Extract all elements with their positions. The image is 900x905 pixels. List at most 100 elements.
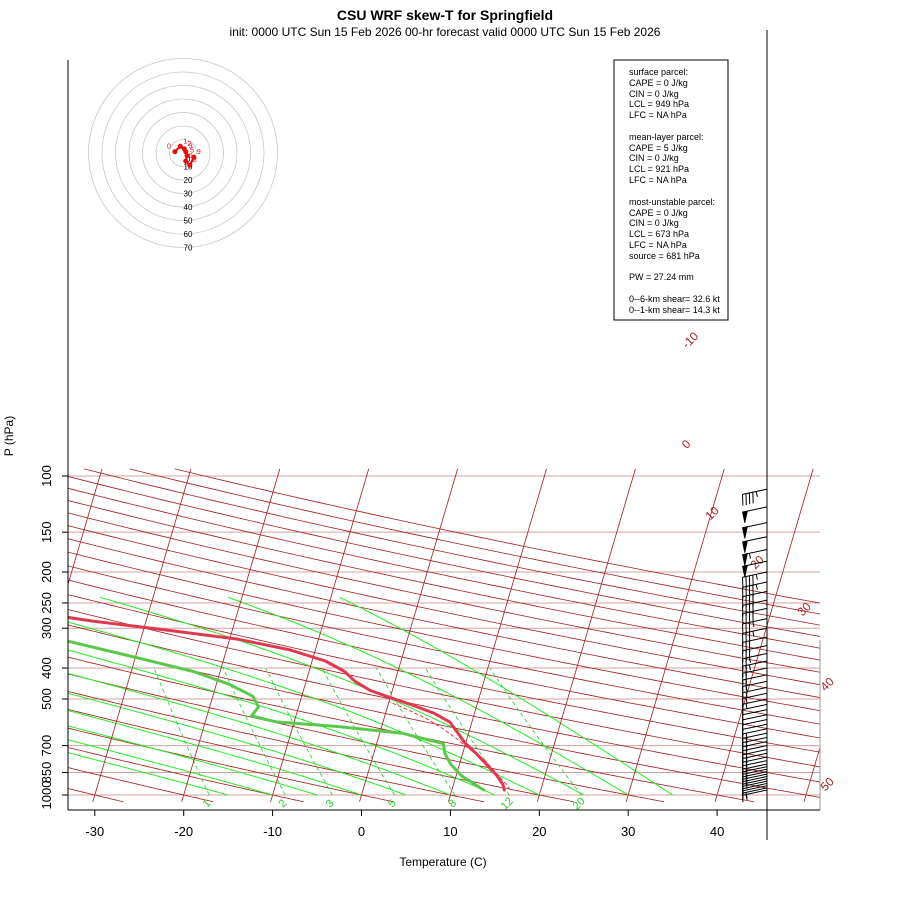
- hodograph-point-label: 9: [197, 149, 201, 156]
- chart-title: CSU WRF skew-T for Springfield: [337, 7, 553, 23]
- mixing-ratio-line: [490, 668, 582, 795]
- mean-layer-lcl: LCL = 921 hPa: [629, 164, 689, 174]
- precipitable-water: PW = 27.24 mm: [629, 272, 694, 282]
- isotherm-lines: [0, 469, 900, 802]
- dry-adiabat: [0, 469, 213, 802]
- y-tick-label: 200: [39, 561, 54, 583]
- x-tick-label: -30: [85, 824, 104, 839]
- x-tick-label: 30: [621, 824, 635, 839]
- chart-subtitle: init: 0000 UTC Sun 15 Feb 2026 00-hr for…: [230, 25, 661, 39]
- wind-barb: [743, 523, 768, 539]
- dotted-diagonal-lines: [0, 469, 900, 802]
- isotherm-label: -10: [679, 329, 701, 351]
- dry-adiabat: [0, 469, 123, 802]
- dry-adiabat: [0, 469, 900, 802]
- isotherm-line: [360, 469, 458, 802]
- y-tick-label: 250: [39, 592, 54, 614]
- moist-adiabats: [0, 597, 673, 795]
- y-tick-label: 1000: [39, 781, 54, 810]
- wind-barb: [743, 507, 768, 523]
- hodograph-ring-label: 60: [184, 230, 193, 239]
- wind-barb-half-flag: [756, 584, 757, 589]
- mixing-ratio-label: 1: [201, 797, 214, 810]
- hodograph-point-label: 0: [167, 144, 171, 151]
- y-tick-label: 300: [39, 617, 54, 639]
- dry-adiabat: [0, 469, 900, 802]
- hodograph-ring-label: 20: [184, 176, 193, 185]
- isotherm-line: [715, 469, 813, 802]
- most-unstable-source: source = 681 hPa: [629, 251, 700, 261]
- most-unstable-header: most-unstable parcel:: [629, 197, 715, 207]
- mixing-ratio-label: 5: [386, 797, 399, 810]
- wind-barb-half-flag: [749, 665, 750, 670]
- moist-adiabat: [100, 597, 584, 795]
- surface-lfc: LFC = NA hPa: [629, 110, 687, 120]
- wind-barb-shaft: [743, 715, 768, 720]
- dry-adiabat: [175, 469, 900, 802]
- wind-barb: [743, 572, 768, 588]
- wind-barb-shaft: [743, 729, 768, 734]
- mean-layer-lfc: LFC = NA hPa: [629, 175, 687, 185]
- dotted-diagonal: [0, 469, 13, 802]
- most-unstable-cape: CAPE = 0 J/kg: [629, 208, 688, 218]
- wind-barb-half-flag: [746, 704, 747, 709]
- mixing-ratio-label: 8: [446, 797, 459, 810]
- x-tick-label: 10: [443, 824, 457, 839]
- mean-layer-cape: CAPE = 5 J/kg: [629, 143, 688, 153]
- wind-barbs: [743, 30, 768, 840]
- most-unstable-lfc: LFC = NA hPa: [629, 240, 687, 250]
- dry-adiabat: [0, 469, 900, 802]
- most-unstable-cin: CIN = 0 J/kg: [629, 218, 679, 228]
- dry-adiabat: [0, 469, 900, 802]
- hodograph-point: [172, 149, 177, 154]
- mixing-ratio-lines: [154, 668, 581, 795]
- wind-barb-pennant: [743, 554, 748, 566]
- surface-parcel-header: surface parcel:: [629, 67, 688, 77]
- y-axis-label: P (hPa): [2, 416, 16, 456]
- wind-barb: [743, 489, 768, 505]
- dotted-diagonal: [893, 469, 900, 802]
- hodograph-ring-label: 40: [184, 203, 193, 212]
- x-tick-label: 0: [358, 824, 365, 839]
- mixing-ratio-line: [266, 668, 333, 795]
- dry-adiabat: [0, 469, 900, 802]
- isotherm-line: [271, 469, 369, 802]
- isotherm-line: [0, 469, 13, 802]
- isotherm-line: [448, 469, 546, 802]
- wind-barb-half-flag: [756, 492, 757, 497]
- wind-barb-pennant: [743, 527, 748, 539]
- wind-barb-half-flag: [756, 574, 757, 579]
- moist-adiabat: [0, 597, 228, 795]
- hodograph-ring-label: 30: [184, 190, 193, 199]
- y-tick-label: 700: [39, 735, 54, 757]
- hodograph-point: [187, 163, 192, 168]
- dry-adiabats: [0, 469, 900, 802]
- isotherm-label: 30: [794, 599, 814, 619]
- hodograph-point: [191, 155, 196, 160]
- mixing-ratio-label: 2: [277, 797, 290, 810]
- x-tick-label: 40: [710, 824, 724, 839]
- wind-barb-pennant: [743, 565, 748, 577]
- parameter-box: surface parcel: CAPE = 0 J/kg CIN = 0 J/…: [614, 60, 728, 320]
- surface-cin: CIN = 0 J/kg: [629, 89, 679, 99]
- hodograph-point: [183, 159, 188, 164]
- hodograph-ring-label: 70: [184, 244, 193, 253]
- isotherm-line: [893, 469, 900, 802]
- surface-cape: CAPE = 0 J/kg: [629, 78, 688, 88]
- y-tick-label: 500: [39, 688, 54, 710]
- dry-adiabat: [0, 469, 900, 802]
- moist-adiabat: [0, 597, 495, 795]
- dry-adiabat: [130, 469, 900, 802]
- wind-barb-pennant: [743, 511, 748, 523]
- most-unstable-lcl: LCL = 673 hPa: [629, 229, 689, 239]
- dry-adiabat: [0, 469, 844, 802]
- mean-layer-header: mean-layer parcel:: [629, 132, 704, 142]
- hodograph-ring-label: 50: [184, 217, 193, 226]
- y-tick-label: 100: [39, 465, 54, 487]
- wind-barb-half-flag: [749, 553, 750, 558]
- y-tick-label: 400: [39, 657, 54, 679]
- wind-barb-pennant: [743, 541, 748, 553]
